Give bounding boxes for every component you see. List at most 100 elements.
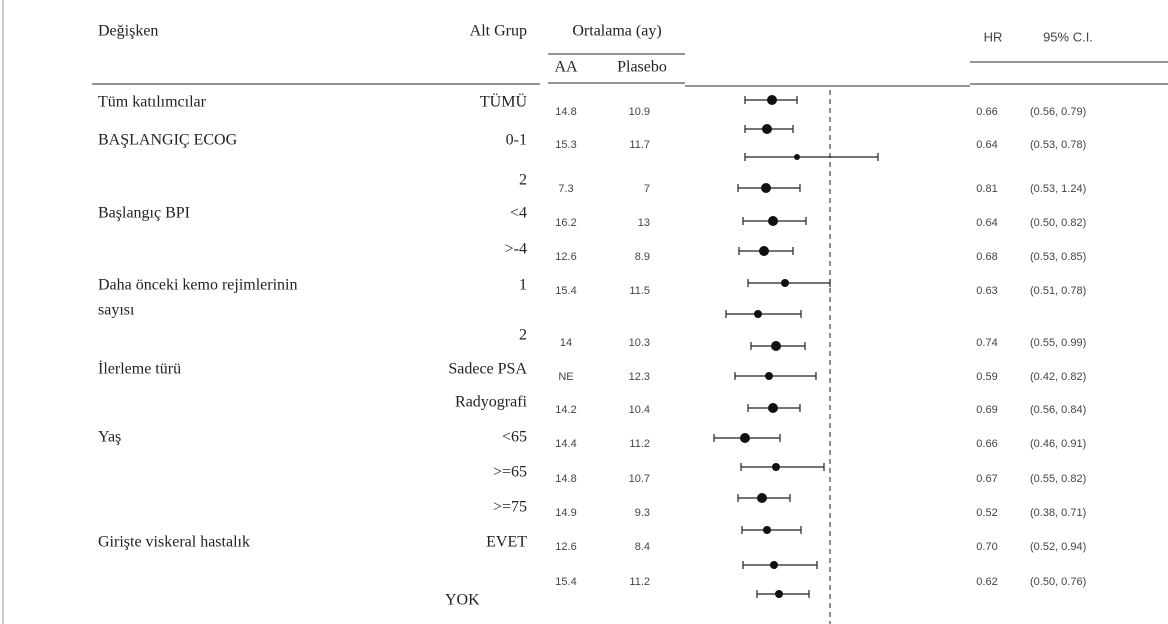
placebo: 11.2: [629, 438, 650, 450]
placebo: 10.3: [629, 337, 650, 349]
point: [775, 590, 783, 598]
header-variable: Değişken: [98, 23, 158, 40]
subgroup: Radyografi: [455, 394, 528, 411]
point: [794, 154, 800, 160]
point: [772, 463, 780, 471]
point: [768, 216, 778, 226]
ci: (0.42, 0.82): [1030, 371, 1086, 383]
forest-marker: [741, 526, 802, 534]
hr: 0.66: [976, 106, 997, 118]
subgroup: 1: [519, 277, 527, 294]
header-ci: 95% C.I.: [1043, 29, 1093, 44]
forest-marker: [744, 153, 879, 161]
forest-marker: [737, 493, 791, 503]
point: [765, 372, 773, 380]
subgroup: <4: [510, 205, 527, 222]
aa: 14.8: [555, 473, 576, 485]
point: [761, 183, 771, 193]
aa: 15.4: [555, 576, 576, 588]
subgroup: TÜMÜ: [480, 93, 528, 111]
forest-marker: [744, 124, 794, 134]
placebo: 9.3: [635, 507, 650, 519]
forest-plot: [713, 95, 879, 598]
placebo: 7: [644, 183, 650, 195]
forest-marker: [734, 372, 817, 380]
hr: 0.66: [976, 438, 997, 450]
subgroup: >=65: [493, 464, 527, 481]
hr: 0.81: [976, 183, 997, 195]
ci: (0.56, 0.79): [1030, 106, 1086, 118]
point: [763, 526, 771, 534]
point: [771, 341, 781, 351]
point: [767, 95, 777, 105]
aa: 14: [560, 337, 572, 349]
point: [762, 124, 772, 134]
ci: (0.46, 0.91): [1030, 438, 1086, 450]
aa: 14.2: [555, 404, 576, 416]
aa: 14.9: [555, 507, 576, 519]
header-hr: HR: [984, 29, 1003, 44]
placebo: 12.3: [629, 371, 650, 383]
point: [759, 246, 769, 256]
aa: 15.3: [555, 139, 576, 151]
header-aa: AA: [554, 59, 578, 76]
placebo: 13: [638, 217, 650, 229]
forest-marker: [713, 433, 781, 443]
placebo: 11.2: [629, 576, 650, 588]
ci: (0.53, 0.85): [1030, 251, 1086, 263]
header-mean: Ortalama (ay): [572, 23, 661, 40]
aa: NE: [558, 371, 573, 383]
variable: İlerleme türü: [98, 360, 181, 378]
subgroup: 0-1: [506, 132, 527, 149]
aa: 12.6: [555, 251, 576, 263]
point: [754, 310, 762, 318]
variable: Girişte viskeral hastalık: [98, 534, 250, 551]
placebo: 10.4: [629, 404, 650, 416]
hr: 0.52: [976, 507, 997, 519]
subgroup: 2: [519, 327, 527, 344]
ci: (0.51, 0.78): [1030, 285, 1086, 297]
placebo: 8.4: [635, 541, 650, 553]
hr: 0.70: [976, 541, 997, 553]
subgroup: >-4: [505, 241, 527, 258]
rules: [92, 53, 1168, 87]
variable: Daha önceki kemo rejimlerinin: [98, 277, 297, 294]
forest-marker: [738, 246, 794, 256]
variable: Yaş: [98, 429, 121, 446]
header-placebo: Plasebo: [617, 59, 667, 76]
forest-marker: [742, 561, 818, 569]
forest-marker: [740, 463, 825, 471]
aa: 14.8: [555, 106, 576, 118]
point: [781, 279, 789, 287]
hr: 0.64: [976, 217, 997, 229]
subgroup: 2: [519, 172, 527, 189]
variable: Başlangıç BPI: [98, 205, 190, 222]
hr: 0.62: [976, 576, 997, 588]
variable: BAŞLANGIÇ ECOG: [98, 132, 238, 149]
forest-marker: [725, 310, 802, 318]
point: [768, 403, 778, 413]
forest-marker: [737, 183, 801, 193]
placebo: 10.7: [629, 473, 650, 485]
point: [770, 561, 778, 569]
aa: 12.6: [555, 541, 576, 553]
point: [757, 493, 767, 503]
ci: (0.38, 0.71): [1030, 507, 1086, 519]
placebo: 10.9: [629, 106, 650, 118]
forest-marker: [744, 95, 798, 105]
ci: (0.52, 0.94): [1030, 541, 1086, 553]
subgroup: >=75: [493, 499, 527, 516]
forest-marker: [756, 590, 810, 598]
variable: Tüm katılımcılar: [98, 94, 207, 111]
hr: 0.63: [976, 285, 997, 297]
subgroup: YOK: [445, 592, 480, 609]
hr: 0.59: [976, 371, 997, 383]
ci: (0.56, 0.84): [1030, 404, 1086, 416]
hr: 0.67: [976, 473, 997, 485]
subgroup: EVET: [486, 534, 527, 551]
variable: sayısı: [98, 302, 135, 319]
ci: (0.53, 0.78): [1030, 139, 1086, 151]
ci: (0.50, 0.82): [1030, 217, 1086, 229]
ci: (0.53, 1.24): [1030, 183, 1086, 195]
